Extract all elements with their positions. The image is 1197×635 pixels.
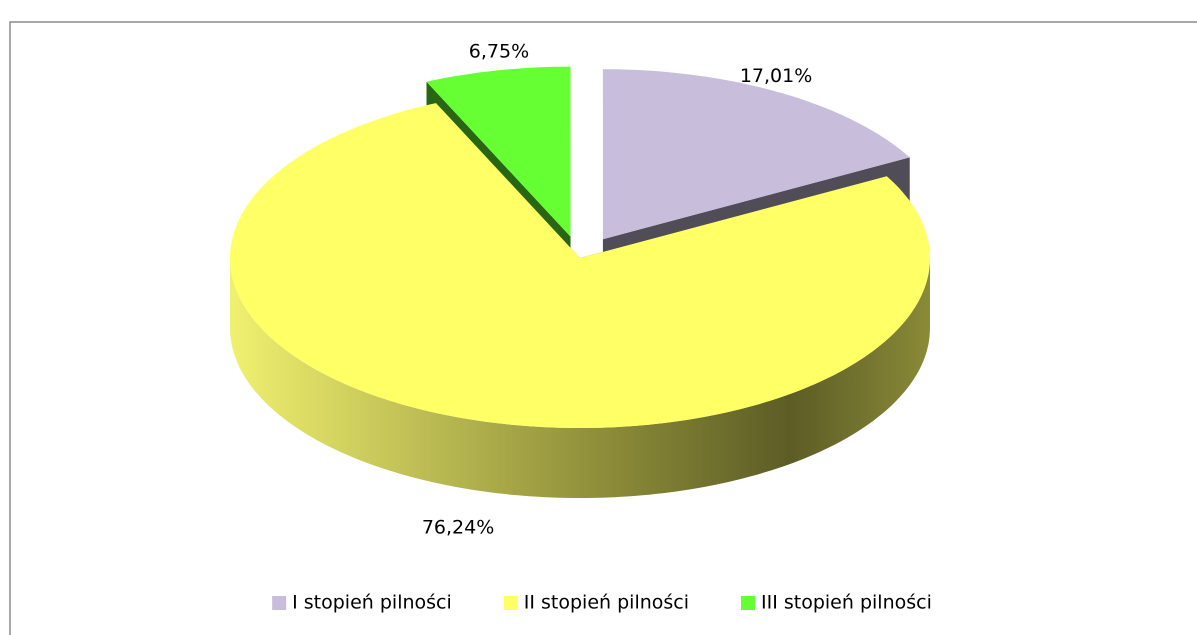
slice	[230, 103, 930, 428]
slice-wall	[230, 258, 930, 498]
legend-item: III stopień pilności	[741, 592, 932, 614]
slice	[426, 66, 571, 237]
data-label: 17,01%	[740, 65, 812, 87]
legend-item: II stopień pilności	[503, 592, 689, 614]
pie: 17,01% 76,24% 6,75%	[230, 40, 930, 538]
legend-label: III stopień pilności	[761, 592, 932, 614]
legend: I stopień pilności II stopień pilności III…	[272, 592, 932, 614]
legend-label: I stopień pilności	[292, 592, 452, 614]
data-label: 6,75%	[469, 40, 529, 62]
legend-swatch	[741, 596, 756, 610]
legend-item: I stopień pilności	[272, 592, 452, 614]
data-label: 76,24%	[422, 516, 494, 538]
slice	[602, 69, 910, 240]
legend-swatch	[272, 596, 287, 610]
legend-swatch	[503, 596, 518, 610]
legend-label: II stopień pilności	[524, 592, 689, 614]
